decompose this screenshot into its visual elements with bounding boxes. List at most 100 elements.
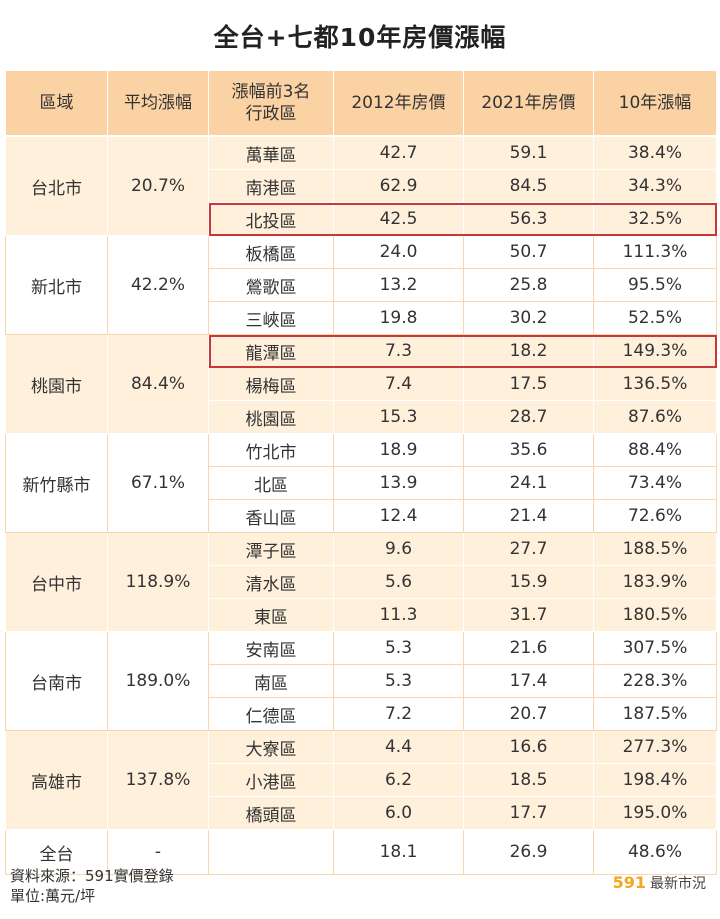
price-2021-cell: 50.7 (463, 235, 594, 269)
district-cell: 板橋區 (208, 235, 334, 269)
price-2021-cell: 31.7 (463, 598, 594, 632)
price-2021-cell: 21.6 (463, 631, 594, 665)
table-row: 鶯歌區 13.2 25.8 95.5% (6, 268, 717, 302)
table-row: 高雄市 137.8% 大寮區 4.4 16.6 277.3% (5, 730, 717, 830)
price-2021-cell: 17.4 (463, 664, 594, 698)
price-2012-cell: 24.0 (333, 235, 464, 269)
price-2021-cell: 21.4 (463, 499, 594, 533)
header-avg-rise: 平均漲幅 (107, 70, 209, 137)
price-2012-cell: 5.3 (333, 664, 464, 698)
price-2012-cell: 6.2 (333, 763, 464, 797)
rise-cell: 95.5% (593, 268, 717, 302)
price-2021-cell: 15.9 (463, 565, 594, 599)
table-row: 南港區 62.9 84.5 34.3% (6, 169, 717, 203)
table-row: 小港區 6.2 18.5 198.4% (6, 763, 717, 797)
unit-note: 單位:萬元/坪 (10, 887, 96, 905)
district-cell: 香山區 (208, 499, 334, 533)
header-price-2021: 2021年房價 (463, 70, 594, 137)
table-row: 桃園區 15.3 28.7 87.6% (6, 400, 717, 434)
table-row: 台中市 118.9% 潭子區 9.6 27.7 188.5% (5, 532, 717, 632)
header-price-2012: 2012年房價 (333, 70, 464, 137)
rise-cell: 180.5% (593, 598, 717, 632)
region-cell: 新北市 (5, 235, 108, 335)
price-2012-cell: 6.0 (333, 796, 464, 830)
total-row: 全台 - 18.1 26.9 48.6% (5, 829, 717, 875)
region-cell: 台北市 (5, 135, 108, 236)
rise-cell: 198.4% (593, 763, 717, 797)
price-2021-cell: 17.5 (463, 367, 594, 401)
rise-cell: 228.3% (593, 664, 717, 698)
price-2021-cell: 20.7 (463, 697, 594, 731)
price-table-wrap: 區域 平均漲幅 漲幅前3名 行政區 2012年房價 2021年房價 10年漲幅 … (5, 70, 717, 875)
header-10yr-rise: 10年漲幅 (593, 70, 717, 137)
price-2021-cell: 18.2 (463, 334, 594, 368)
district-cell: 萬華區 (208, 135, 334, 170)
avg-rise-cell: 20.7% (107, 135, 209, 236)
price-2021-cell: 59.1 (463, 135, 594, 170)
price-2021-cell: 25.8 (463, 268, 594, 302)
rise-cell: 73.4% (593, 466, 717, 500)
table-row: 台北市 20.7% 萬華區 42.7 59.1 38.4% (5, 135, 717, 236)
total-price-2021-cell: 26.9 (463, 829, 594, 875)
table-row: 仁德區 7.2 20.7 187.5% (6, 697, 717, 731)
rise-cell: 52.5% (593, 301, 717, 335)
page-title: 全台+七都10年房價漲幅 (213, 23, 507, 52)
table-row: 橋頭區 6.0 17.7 195.0% (6, 796, 717, 830)
district-cell: 潭子區 (208, 532, 334, 566)
rise-cell: 307.5% (593, 631, 717, 665)
avg-rise-cell: 42.2% (107, 235, 209, 335)
price-2012-cell: 11.3 (333, 598, 464, 632)
footer-notes: 資料來源：591實價登錄 單位:萬元/坪 (10, 866, 174, 906)
rise-cell: 88.4% (593, 433, 717, 467)
rise-cell: 72.6% (593, 499, 717, 533)
table-row: 東區 11.3 31.7 180.5% (6, 598, 717, 632)
rise-cell: 277.3% (593, 730, 717, 764)
table-row: 楊梅區 7.4 17.5 136.5% (6, 367, 717, 401)
rise-cell: 136.5% (593, 367, 717, 401)
district-cell: 三峽區 (208, 301, 334, 335)
rise-cell: 38.4% (593, 135, 717, 170)
price-2021-cell: 30.2 (463, 301, 594, 335)
district-cell: 南區 (208, 664, 334, 698)
region-cell: 新竹縣市 (5, 433, 108, 533)
price-2012-cell: 12.4 (333, 499, 464, 533)
table-row: 三峽區 19.8 30.2 52.5% (6, 301, 717, 335)
price-2012-cell: 42.7 (333, 135, 464, 170)
avg-rise-cell: 137.8% (107, 730, 209, 830)
total-price-2012-cell: 18.1 (333, 829, 464, 875)
price-2021-cell: 84.5 (463, 169, 594, 203)
price-2012-cell: 18.9 (333, 433, 464, 467)
price-2012-cell: 7.2 (333, 697, 464, 731)
price-2012-cell: 13.9 (333, 466, 464, 500)
table-row: 北區 13.9 24.1 73.4% (6, 466, 717, 500)
brand-logo: 591 最新市況 (613, 873, 706, 893)
district-cell: 小港區 (208, 763, 334, 797)
region-cell: 高雄市 (5, 730, 108, 830)
district-cell: 仁德區 (208, 697, 334, 731)
district-cell: 龍潭區 (208, 334, 334, 368)
price-2021-cell: 17.7 (463, 796, 594, 830)
table-row: 桃園市 84.4% 龍潭區 7.3 18.2 149.3% (5, 334, 717, 434)
price-2021-cell: 35.6 (463, 433, 594, 467)
price-2012-cell: 62.9 (333, 169, 464, 203)
rise-cell: 111.3% (593, 235, 717, 269)
brand-text: 最新市況 (650, 876, 706, 892)
table-row: 新竹縣市 67.1% 竹北市 18.9 35.6 88.4% (5, 433, 717, 533)
region-cell: 桃園市 (5, 334, 108, 434)
price-2021-cell: 16.6 (463, 730, 594, 764)
table-row: 台南市 189.0% 安南區 5.3 21.6 307.5% (5, 631, 717, 731)
header-region: 區域 (5, 70, 108, 137)
rise-cell: 187.5% (593, 697, 717, 731)
rise-cell: 34.3% (593, 169, 717, 203)
rise-cell: 32.5% (593, 202, 717, 236)
district-cell: 北區 (208, 466, 334, 500)
table-row: 新北市 42.2% 板橋區 24.0 50.7 111.3% (5, 235, 717, 335)
district-cell: 北投區 (208, 202, 334, 236)
district-cell: 南港區 (208, 169, 334, 203)
rise-cell: 87.6% (593, 400, 717, 434)
total-district-cell (208, 829, 334, 875)
table-row: 香山區 12.4 21.4 72.6% (6, 499, 717, 533)
price-2021-cell: 28.7 (463, 400, 594, 434)
table-row: 清水區 5.6 15.9 183.9% (6, 565, 717, 599)
table-row: 北投區 42.5 56.3 32.5% (6, 202, 717, 236)
